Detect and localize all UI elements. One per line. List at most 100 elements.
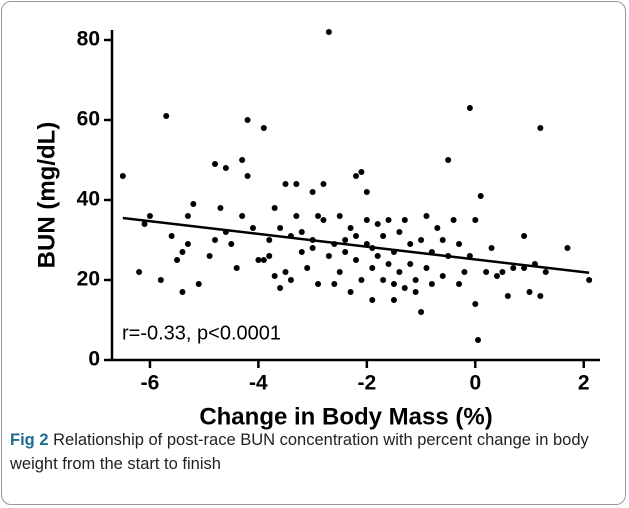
point [461,269,468,275]
point [206,253,213,259]
point [163,113,170,119]
point [342,237,349,243]
point [477,193,484,199]
point [271,205,278,211]
point [266,237,273,243]
annotation: r=-0.33, p<0.0001 [122,322,281,344]
point [325,253,332,259]
x-tick-label: -6 [141,372,160,395]
point [483,269,490,275]
point [586,277,593,283]
point [472,217,479,223]
y-tick-label: 20 [77,268,100,291]
y-tick-label: 80 [77,28,100,51]
point [537,293,544,299]
point [212,161,219,167]
point [374,221,381,227]
x-axis-label: Change in Body Mass (%) [199,403,492,430]
point [304,265,311,271]
point [450,217,457,223]
point [358,277,365,283]
point [380,233,387,239]
y-axis-label: BUN (mg/dL) [33,122,60,269]
point [119,173,126,179]
point [336,213,343,219]
point [325,29,332,35]
point [141,221,148,227]
point [184,213,191,219]
x-tick-label: -4 [249,372,268,395]
point [369,297,376,303]
point [353,233,359,239]
x-tick-label: -2 [358,372,377,395]
caption: Fig 2 Relationship of post-race BUN conc… [10,428,620,476]
point [320,181,327,187]
point [537,125,544,131]
point [260,257,267,263]
point [347,289,354,295]
point [260,125,267,131]
point [363,217,370,223]
point [315,281,322,287]
point [331,281,338,287]
point [179,249,186,255]
point [277,225,284,231]
y-tick-label: 60 [77,108,100,131]
caption-text: Relationship of post-race BUN concentrat… [10,431,589,473]
point [184,241,191,247]
point [488,245,495,251]
point [472,301,479,307]
point [293,181,300,187]
point [363,189,370,195]
x-tick-label: 0 [469,372,481,395]
point [271,273,278,279]
point [401,285,408,291]
point [244,117,251,123]
regression-line [122,216,590,275]
y-tick-label: 40 [77,188,100,211]
point [309,245,316,251]
point [374,253,381,259]
point [418,309,425,315]
point [298,229,305,235]
point [456,241,463,247]
point [239,213,246,219]
point [390,281,397,287]
point [249,225,256,231]
point [244,173,251,179]
point [228,241,235,247]
point [418,237,425,243]
chart: BUN (mg/dL) Change in Body Mass (%) r=-0… [33,28,600,430]
point [396,229,403,235]
point [390,297,397,303]
point [466,105,473,111]
y-tick-label: 0 [88,348,100,371]
point [369,265,376,271]
point [298,249,305,255]
point [504,293,511,299]
point [146,213,153,219]
point [347,225,354,231]
point [358,169,365,175]
point [407,241,414,247]
point [456,281,463,287]
point [353,257,359,263]
point [385,261,392,267]
point [412,289,419,295]
point [174,257,181,263]
point [423,265,430,271]
point [401,217,408,223]
point [385,217,392,223]
point [412,277,419,283]
point [423,213,430,219]
point [217,205,224,211]
point [157,277,164,283]
point [233,265,240,271]
point [542,269,549,275]
point [510,265,517,271]
point [526,289,533,295]
point [315,213,322,219]
point [475,337,481,343]
point [407,261,414,267]
point [434,225,441,231]
